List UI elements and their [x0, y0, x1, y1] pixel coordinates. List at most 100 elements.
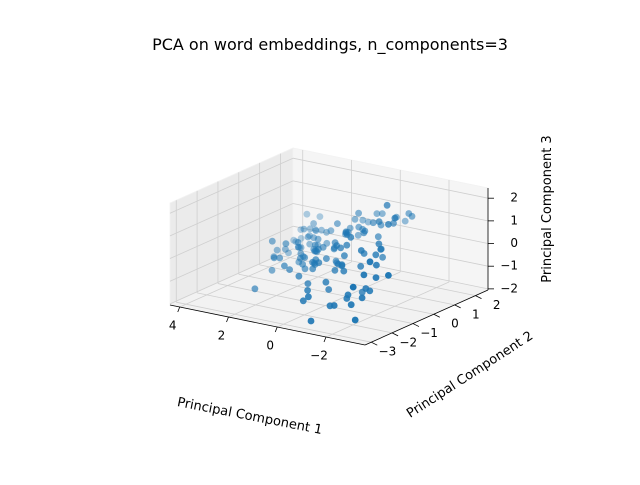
- y-tick-label: −1: [420, 326, 438, 340]
- data-point: [372, 274, 380, 281]
- data-point: [401, 217, 409, 225]
- data-point: [349, 283, 357, 291]
- data-point: [330, 302, 338, 309]
- data-point: [268, 237, 276, 245]
- data-point: [281, 262, 288, 270]
- data-point: [366, 258, 374, 266]
- data-point: [358, 294, 366, 302]
- data-point: [307, 317, 315, 325]
- y-tick-mark: [371, 341, 378, 346]
- x-tick-mark: [177, 306, 181, 313]
- data-point: [351, 215, 359, 223]
- data-point: [357, 247, 365, 254]
- y-axis-label: Principal Component 2: [404, 329, 536, 422]
- x-tick-mark: [226, 316, 229, 323]
- data-point: [338, 262, 346, 270]
- grid-y-floor: [217, 283, 414, 324]
- data-point: [304, 280, 312, 287]
- grid-x-floor: [179, 251, 303, 308]
- data-point: [331, 267, 339, 274]
- grid-x-floor: [277, 271, 401, 328]
- data-point: [357, 262, 365, 270]
- data-point: [301, 254, 309, 261]
- data-point: [282, 240, 290, 248]
- data-point: [314, 235, 322, 243]
- data-point: [383, 201, 391, 209]
- data-point: [385, 221, 392, 228]
- data-point: [385, 272, 392, 279]
- data-point: [379, 253, 386, 261]
- data-point: [373, 261, 380, 269]
- data-point: [344, 291, 352, 299]
- data-point: [294, 243, 302, 251]
- data-point: [285, 249, 292, 257]
- data-point: [309, 265, 317, 273]
- data-point: [378, 210, 386, 218]
- axis-lines: [169, 188, 489, 346]
- data-point: [251, 285, 259, 293]
- data-points: [251, 201, 416, 325]
- data-point: [322, 278, 330, 286]
- data-point: [360, 271, 368, 279]
- x-tick-label: 2: [218, 329, 226, 343]
- x-tick-mark: [274, 326, 278, 333]
- data-point: [327, 227, 335, 235]
- data-point: [341, 252, 348, 260]
- data-point: [375, 218, 383, 226]
- y-tick-label: −3: [379, 345, 397, 359]
- z-tick-label: −2: [500, 281, 518, 295]
- data-point: [270, 254, 278, 262]
- data-point: [347, 301, 355, 309]
- grid-y-floor: [238, 273, 434, 315]
- data-point: [347, 233, 355, 241]
- grid-z-wall-x: [169, 180, 294, 237]
- grid-y-floor: [197, 292, 393, 334]
- grid-x-floor: [228, 261, 352, 318]
- y-tick-label: 1: [472, 307, 480, 321]
- data-point: [276, 254, 284, 262]
- y-tick-label: 0: [451, 317, 459, 331]
- data-point: [273, 246, 281, 254]
- data-point: [303, 210, 311, 218]
- data-point: [300, 225, 308, 233]
- data-point: [334, 220, 341, 228]
- grid-lines: [169, 150, 489, 343]
- grid-x-floor: [325, 281, 450, 338]
- data-point: [360, 229, 368, 237]
- y-tick-label: −2: [399, 335, 417, 349]
- y-tick-mark: [412, 323, 420, 327]
- data-point: [301, 265, 309, 273]
- data-point: [391, 214, 399, 222]
- grid-z-wall-x: [169, 203, 294, 259]
- data-point: [316, 213, 324, 221]
- x-tick-mark: [323, 336, 327, 343]
- data-point: [369, 219, 377, 227]
- y-axis-line: [364, 289, 489, 346]
- y-tick-label: 2: [493, 298, 501, 312]
- data-point: [286, 266, 293, 273]
- data-point: [408, 212, 416, 220]
- data-point: [374, 233, 382, 241]
- grid-z-wall-x: [169, 157, 294, 214]
- data-point: [295, 272, 303, 280]
- data-point: [315, 259, 323, 267]
- grid-z-wall-y: [292, 225, 489, 267]
- x-tick-label: −2: [310, 349, 328, 363]
- x-tick-label: 4: [169, 319, 177, 333]
- grid-z-wall-y: [292, 180, 489, 222]
- data-point: [282, 245, 289, 253]
- x-axis-line: [169, 304, 366, 346]
- data-point: [354, 231, 362, 239]
- x-tick-label: 0: [266, 339, 274, 353]
- data-point: [312, 227, 320, 235]
- data-point: [323, 228, 330, 236]
- data-point: [372, 251, 380, 259]
- z-tick-label: 2: [510, 191, 518, 205]
- data-point: [390, 219, 397, 227]
- x-axis-label: Principal Component 1: [176, 395, 324, 438]
- data-point: [304, 287, 311, 294]
- data-point: [297, 226, 305, 234]
- y-tick-mark: [475, 295, 482, 299]
